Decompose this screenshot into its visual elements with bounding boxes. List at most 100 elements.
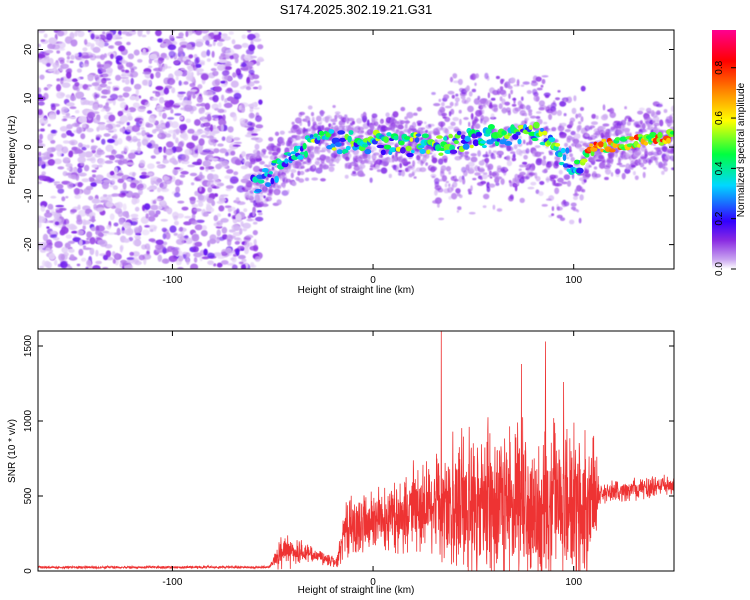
spectrogram-halo-blob xyxy=(350,172,358,177)
spectrogram-halo-blob xyxy=(433,103,441,107)
spectrogram-noise-blob xyxy=(202,211,209,217)
spectrogram-halo-blob xyxy=(671,112,674,116)
spectrogram-noise-blob xyxy=(222,114,226,121)
spectrogram-noise-blob xyxy=(255,124,264,129)
spectrogram-noise-blob xyxy=(249,108,254,113)
spectrogram-noise-blob xyxy=(62,171,68,177)
spectrogram-noise-blob xyxy=(132,251,140,257)
spectrogram-ridge-blob xyxy=(462,143,470,150)
spectrogram-noise-blob xyxy=(92,117,101,124)
spectrogram-noise-blob xyxy=(66,51,72,56)
spectrogram-halo-blob xyxy=(577,113,582,118)
spectrogram-noise-blob xyxy=(119,101,127,109)
spectrogram-halo-blob xyxy=(491,103,498,108)
spectrogram-noise-blob xyxy=(151,129,157,134)
spectrogram-noise-blob xyxy=(158,57,163,65)
spectrogram-noise-blob xyxy=(95,174,104,181)
spectrogram-noise-blob xyxy=(81,63,89,68)
spectrogram-noise-blob xyxy=(105,106,110,112)
spectrogram-noise-blob xyxy=(148,215,156,222)
spectrogram-halo-blob xyxy=(573,95,577,102)
spectrogram-noise-blob xyxy=(80,58,85,62)
spectrogram-noise-blob xyxy=(152,200,157,204)
spectrogram-halo-blob xyxy=(469,166,477,172)
spectrogram-noise-blob xyxy=(96,207,106,211)
spectrogram-noise-blob xyxy=(118,45,126,52)
spectrogram-halo-blob xyxy=(573,133,581,140)
spectrogram-noise-blob xyxy=(226,97,235,102)
spectrogram-noise-blob xyxy=(40,39,46,42)
spectrogram-halo-blob xyxy=(526,90,532,94)
spectrogram-noise-blob xyxy=(137,105,146,113)
spectrogram-halo-blob xyxy=(463,117,469,120)
spectrogram-halo-blob xyxy=(509,181,513,187)
spectrogram-ridge-blob xyxy=(629,136,635,141)
spectrogram-noise-blob xyxy=(70,209,77,213)
spectrogram-noise-blob xyxy=(136,132,142,136)
spectrogram-halo-blob xyxy=(338,125,346,128)
spectrogram-halo-blob xyxy=(518,135,522,140)
spectrogram-noise-blob xyxy=(220,218,229,223)
spectrogram-noise-blob xyxy=(214,108,220,111)
spectrogram-noise-blob xyxy=(91,82,100,87)
spectrogram-halo-blob xyxy=(496,88,501,96)
spectrogram-x-tick-label: -100 xyxy=(162,275,182,286)
spectrogram-noise-blob xyxy=(157,123,165,128)
spectrogram-noise-blob xyxy=(242,159,247,163)
spectrogram-ridge-blob xyxy=(438,152,444,156)
spectrogram-noise-blob xyxy=(160,52,168,59)
spectrogram-ridge-blob xyxy=(254,188,262,193)
spectrogram-noise-blob xyxy=(253,239,257,246)
spectrogram-noise-blob xyxy=(69,116,77,120)
colorbar: 0.0 0.2 0.4 0.6 0.8 Normalized spectral ampl… xyxy=(712,30,747,276)
spectrogram-noise-blob xyxy=(230,80,239,88)
spectrogram-halo-blob xyxy=(371,153,377,161)
spectrogram-ridge-blob xyxy=(398,140,405,146)
spectrogram-noise-blob xyxy=(134,260,142,266)
spectrogram-halo-blob xyxy=(535,76,542,82)
spectrogram-noise-blob xyxy=(61,146,69,154)
spectrogram-noise-blob xyxy=(206,197,214,204)
spectrogram-noise-blob xyxy=(75,109,80,114)
spectrogram-ridge-blob xyxy=(548,137,556,143)
spectrogram-noise-blob xyxy=(78,116,87,123)
snr-y-tick-label: 500 xyxy=(23,487,34,504)
spectrogram-noise-blob xyxy=(110,53,114,59)
spectrogram-noise-blob xyxy=(200,73,209,81)
spectrogram-noise-blob xyxy=(212,174,219,181)
spectrogram-halo-blob xyxy=(468,121,471,127)
spectrogram-halo-blob xyxy=(444,128,449,135)
spectrogram-noise-blob xyxy=(138,183,144,189)
spectrogram-halo-blob xyxy=(580,116,584,123)
spectrogram-halo-blob xyxy=(556,206,563,211)
spectrogram-noise-blob xyxy=(196,95,203,103)
spectrogram-noise-blob xyxy=(200,30,210,34)
spectrogram-noise-blob xyxy=(59,59,65,65)
spectrogram-noise-blob xyxy=(56,150,63,157)
spectrogram-noise-blob xyxy=(150,176,159,181)
spectrogram-noise-blob xyxy=(175,186,181,194)
spectrogram-halo-blob xyxy=(646,110,652,114)
spectrogram-noise-blob xyxy=(66,55,70,60)
spectrogram-halo-blob xyxy=(541,204,548,207)
spectrogram-ridge-blob xyxy=(400,147,406,154)
spectrogram-halo-blob xyxy=(591,113,597,119)
spectrogram-halo-blob xyxy=(557,90,561,93)
spectrogram-halo-blob xyxy=(419,167,427,173)
spectrogram-noise-blob xyxy=(178,32,184,38)
spectrogram-halo-blob xyxy=(602,123,610,127)
spectrogram-noise-blob xyxy=(200,229,208,237)
spectrogram-halo-blob xyxy=(569,117,576,123)
spectrogram-halo-blob xyxy=(481,109,485,115)
spectrogram-halo-blob xyxy=(548,161,554,166)
spectrogram-noise-blob xyxy=(233,137,241,141)
spectrogram-ridge-blob xyxy=(472,139,480,147)
spectrogram-noise-blob xyxy=(162,175,167,182)
spectrogram-noise-blob xyxy=(179,38,186,41)
spectrogram-noise-blob xyxy=(81,52,89,58)
spectrogram-halo-blob xyxy=(290,169,297,173)
spectrogram-halo-blob xyxy=(595,115,599,120)
spectrogram-halo-blob xyxy=(548,195,555,201)
spectrogram-halo-blob xyxy=(372,147,377,152)
spectrogram-halo-blob xyxy=(464,152,469,155)
